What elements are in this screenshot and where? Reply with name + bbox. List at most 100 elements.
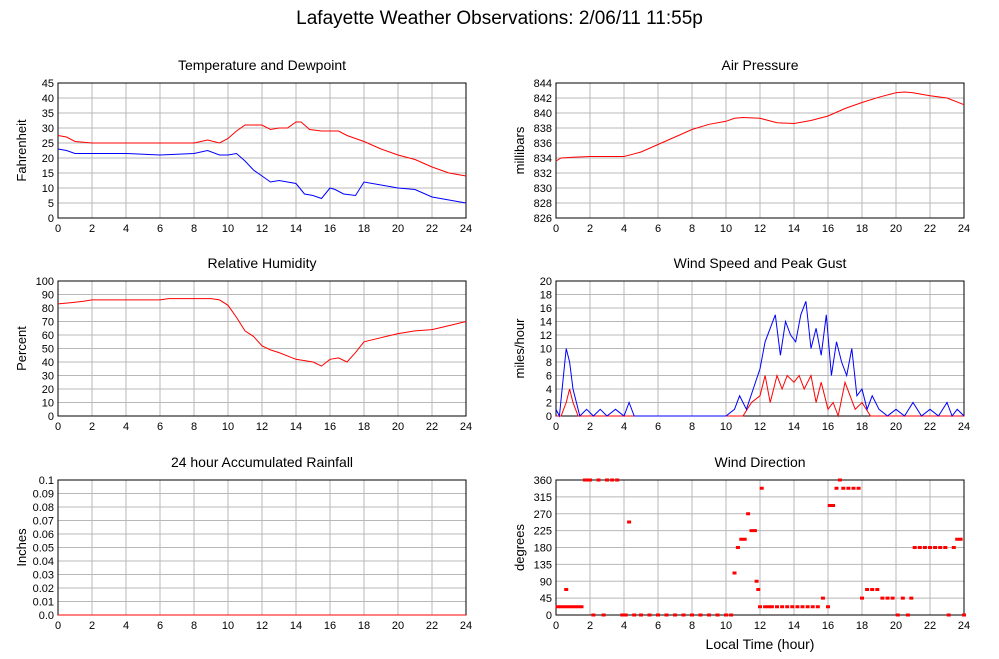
direction-point — [749, 529, 754, 533]
temp-y-tick-label: 20 — [42, 153, 54, 165]
rain-y-tick-label: 0.06 — [33, 529, 54, 541]
direction-point — [576, 605, 581, 609]
humidity-x-tick-label: 12 — [256, 421, 268, 433]
pressure-x-tick-label: 4 — [621, 223, 627, 235]
humidity-y-tick-label: 0 — [48, 411, 54, 423]
pressure-x-tick-label: 6 — [655, 223, 661, 235]
direction-point — [846, 486, 851, 490]
direction-point — [785, 605, 790, 609]
rain-y-tick-label: 0.02 — [33, 583, 54, 595]
direction-point — [820, 596, 825, 600]
direction-y-tick-label: 315 — [534, 492, 552, 504]
direction-point — [752, 529, 757, 533]
direction-point — [938, 546, 943, 549]
direction-point — [943, 546, 948, 549]
pressure-y-tick-label: 836 — [534, 138, 552, 150]
wind-y-tick-label: 20 — [540, 276, 552, 288]
rain-y-tick-label: 0.01 — [33, 597, 54, 609]
direction-point — [795, 605, 800, 609]
direction-point — [732, 571, 737, 575]
direction-point — [569, 605, 574, 609]
direction-point — [572, 605, 577, 609]
pressure-y-tick-label: 834 — [534, 153, 552, 165]
direction-point — [623, 613, 628, 617]
temp-y-tick-label: 40 — [42, 93, 54, 105]
direction-x-tick-label: 14 — [788, 620, 800, 632]
pressure-y-tick-label: 830 — [534, 183, 552, 195]
temp-x-tick-label: 20 — [392, 223, 404, 235]
direction-frame — [555, 479, 965, 616]
temp-x-tick-label: 16 — [324, 223, 336, 235]
direction-x-tick-label: 8 — [689, 620, 695, 632]
temp-y-tick-label: 5 — [48, 198, 54, 210]
direction-title: Wind Direction — [714, 454, 805, 470]
wind-series-0-line — [556, 373, 964, 418]
humidity-x-tick-label: 8 — [191, 421, 197, 433]
direction-x-tick-label: 12 — [754, 620, 766, 632]
pressure-x-tick-label: 18 — [856, 223, 868, 235]
pressure-y-tick-label: 844 — [534, 78, 552, 90]
direction-point — [933, 546, 938, 549]
direction-point — [870, 588, 875, 591]
humidity-y-tick-label: 70 — [42, 317, 54, 329]
direction-point — [831, 504, 836, 507]
pressure-y-tick-label: 832 — [534, 168, 552, 180]
temp-frame — [57, 82, 467, 219]
x-axis-label: Local Time (hour) — [706, 636, 815, 652]
wind-x-tick-label: 0 — [553, 421, 559, 433]
direction-y-tick-label: 0 — [546, 610, 552, 622]
humidity-y-tick-label: 80 — [42, 303, 54, 315]
rain-y-tick-label: 0.03 — [33, 570, 54, 582]
wind-x-tick-label: 20 — [890, 421, 902, 433]
direction-point — [958, 537, 963, 541]
wind-y-tick-label: 6 — [546, 371, 552, 383]
direction-point — [865, 588, 870, 591]
wind-y-axis-label: miles/hour — [512, 318, 527, 379]
direction-point — [800, 605, 805, 609]
humidity-x-tick-label: 22 — [426, 421, 438, 433]
wind-y-tick-label: 8 — [546, 357, 552, 369]
pressure-x-tick-label: 10 — [720, 223, 732, 235]
rain-x-tick-label: 6 — [157, 620, 163, 632]
pressure-x-tick-label: 20 — [890, 223, 902, 235]
rain-x-tick-label: 16 — [324, 620, 336, 632]
direction-point — [756, 588, 761, 591]
direction-point — [739, 537, 744, 541]
direction-point — [664, 613, 669, 617]
temp-x-tick-label: 2 — [89, 223, 95, 235]
direction-y-tick-label: 90 — [540, 576, 552, 588]
wind-x-tick-label: 14 — [788, 421, 800, 433]
direction-point — [763, 605, 768, 609]
rain-y-tick-label: 0.08 — [33, 502, 54, 514]
rain-y-tick-label: 0.1 — [39, 475, 54, 487]
direction-y-tick-label: 270 — [534, 509, 552, 521]
temp-x-tick-label: 14 — [290, 223, 302, 235]
temp-y-tick-label: 10 — [42, 183, 54, 195]
temp-series-1-line — [57, 148, 467, 204]
direction-x-tick-label: 22 — [924, 620, 936, 632]
direction-point — [656, 613, 660, 617]
direction-point — [673, 613, 677, 617]
direction-point — [746, 512, 751, 516]
direction-point — [758, 605, 762, 609]
direction-y-tick-label: 180 — [534, 543, 552, 555]
wind-x-tick-label: 2 — [587, 421, 593, 433]
direction-point — [632, 613, 637, 617]
direction-point — [681, 613, 686, 617]
direction-point — [591, 613, 596, 617]
page-title: Lafayette Weather Observations: 2/06/11 … — [296, 8, 703, 29]
humidity-x-tick-label: 2 — [89, 421, 95, 433]
direction-point — [579, 605, 584, 609]
temp-x-tick-label: 10 — [222, 223, 234, 235]
wind-x-tick-label: 10 — [720, 421, 732, 433]
direction-y-axis-label: degrees — [512, 524, 527, 571]
direction-point — [810, 605, 815, 609]
humidity-y-tick-label: 100 — [36, 276, 54, 288]
humidity-x-tick-label: 24 — [460, 421, 472, 433]
rain-x-tick-label: 8 — [191, 620, 197, 632]
temp-y-tick-label: 15 — [42, 168, 54, 180]
humidity-y-tick-label: 20 — [42, 384, 54, 396]
temp-y-tick-label: 35 — [42, 108, 54, 120]
pressure-x-tick-label: 12 — [754, 223, 766, 235]
direction-y-tick-label: 360 — [534, 475, 552, 487]
